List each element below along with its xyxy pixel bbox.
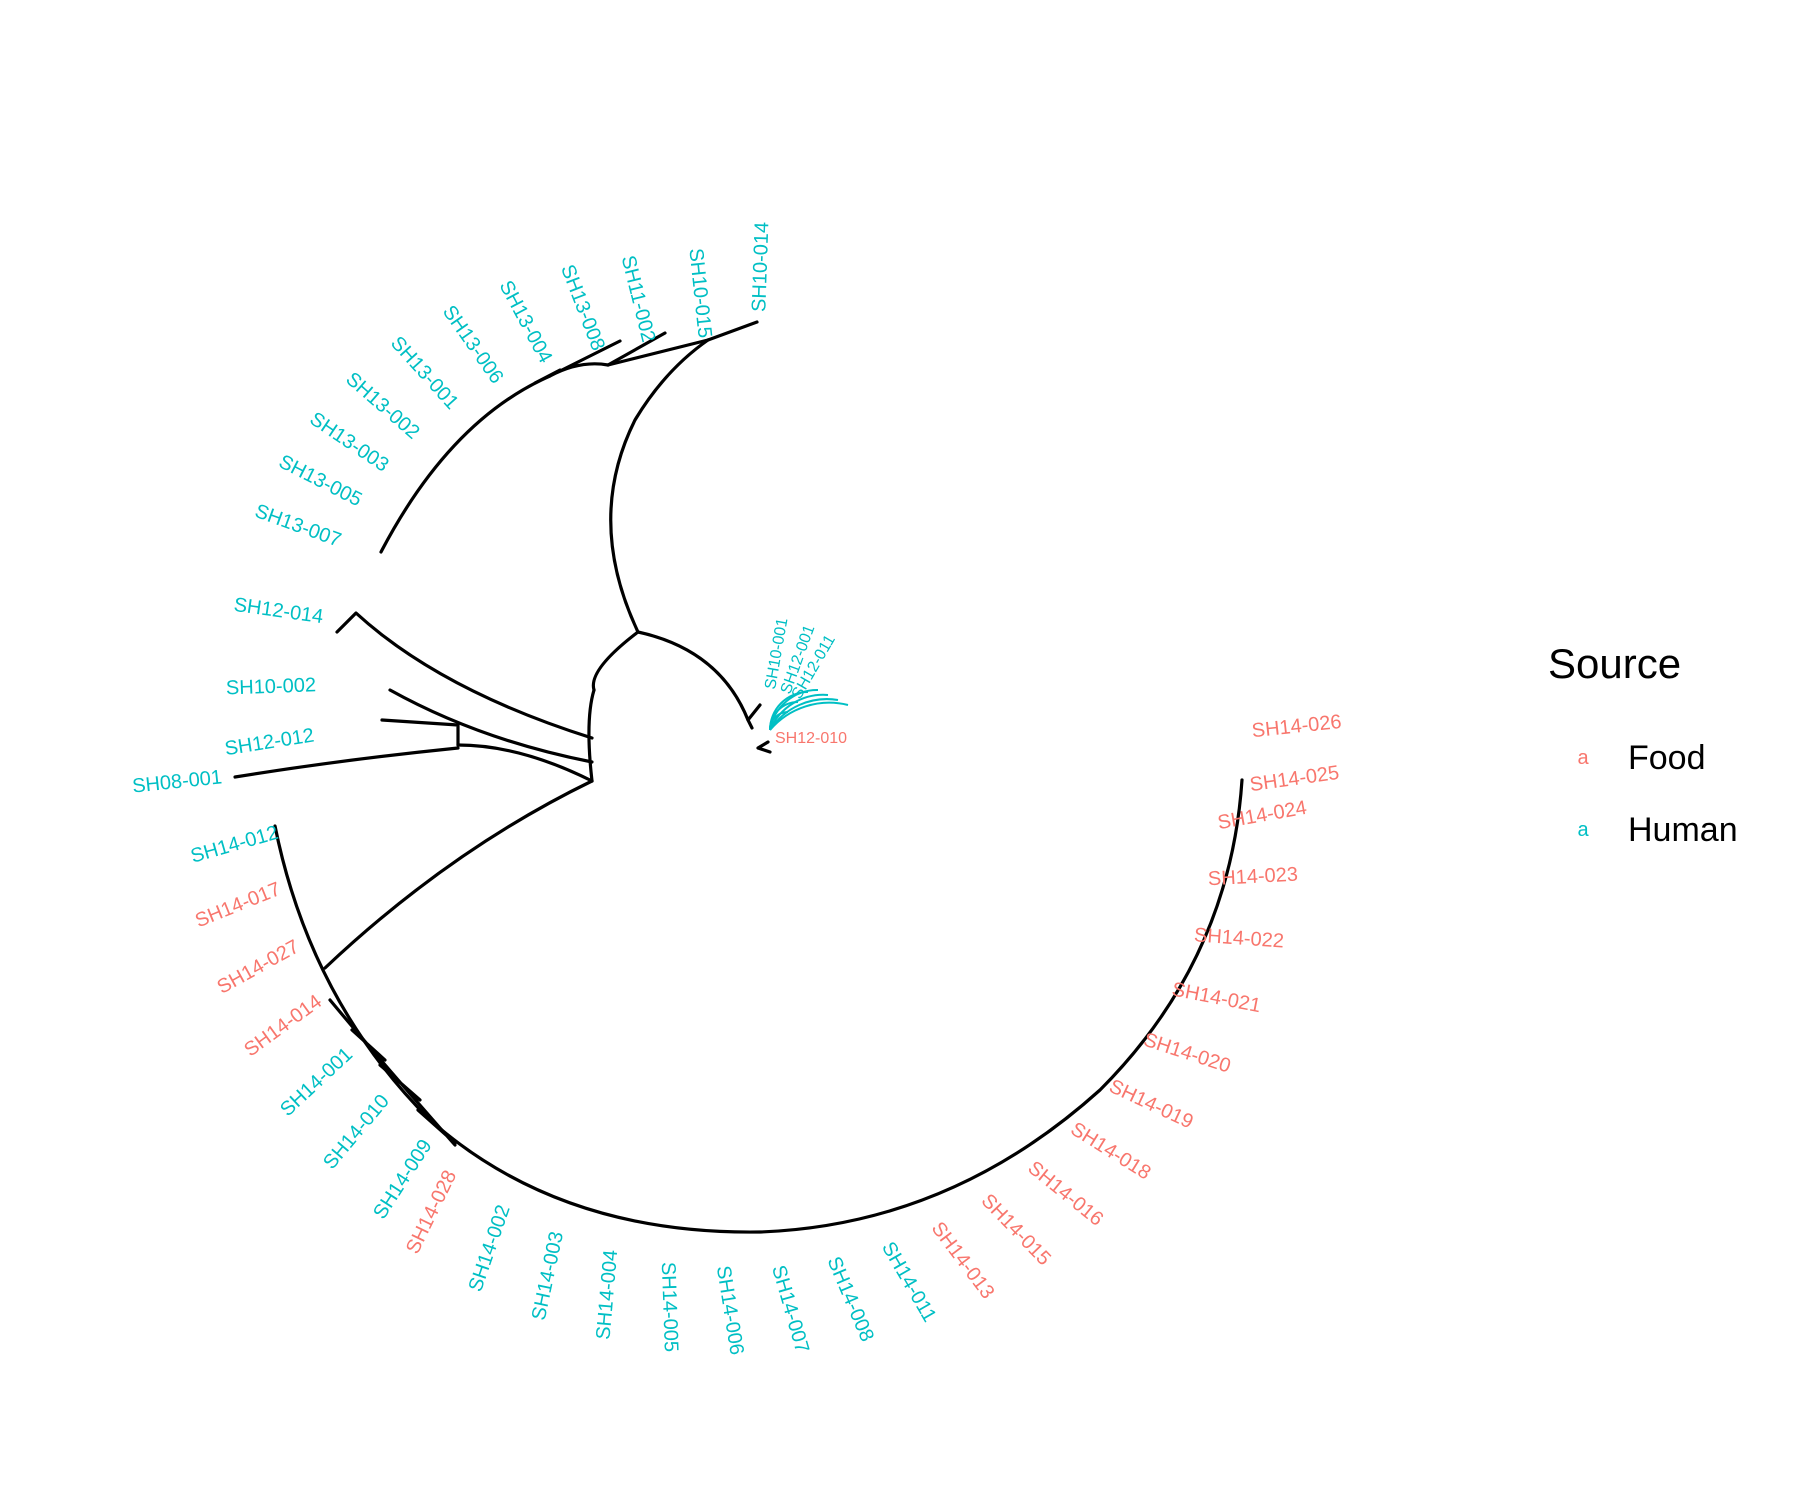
tip-label: SH14-016 — [1024, 1157, 1108, 1231]
tip-label: SH14-002 — [465, 1202, 515, 1294]
legend-label-human: Human — [1628, 810, 1738, 849]
tip-label: SH14-018 — [1067, 1118, 1155, 1184]
legend-key-food: a — [1577, 746, 1589, 769]
branch-sh13-arc — [379, 374, 552, 554]
branch-sh08-001 — [233, 746, 460, 779]
tip-label: SH12-012 — [223, 724, 315, 760]
branch-sh11-002 — [606, 331, 667, 367]
tip-label: SH14-007 — [767, 1263, 813, 1356]
branch-sh10-014 — [706, 320, 759, 342]
tip-label: SH14-025 — [1248, 762, 1340, 796]
tip-label: SH10-015 — [684, 247, 715, 339]
tip-label: SH13-006 — [438, 302, 508, 388]
tip-label: SH10-002 — [226, 674, 317, 699]
tip-label: SH14-013 — [927, 1218, 999, 1303]
branch-center-a — [746, 703, 772, 754]
tip-label: SH14-010 — [319, 1090, 394, 1173]
tip-label: SH14-008 — [823, 1253, 878, 1344]
tip-label: SH13-007 — [252, 500, 344, 551]
tip-label: SH10-014 — [748, 222, 773, 313]
center-label: SH12-010 — [775, 730, 847, 747]
tip-label: SH14-012 — [188, 822, 281, 868]
tip-label: SH13-001 — [386, 332, 463, 414]
tip-label: SH14-004 — [592, 1249, 622, 1341]
legend-label-food: Food — [1628, 738, 1706, 777]
legend-key-human: a — [1577, 818, 1589, 841]
branch-sh13-004 — [533, 368, 562, 385]
branch-sh10-002 — [388, 688, 594, 764]
tip-label: SH14-001 — [276, 1043, 357, 1121]
tip-label: SH14-023 — [1207, 864, 1298, 891]
branch-sh12-014 — [335, 611, 594, 740]
branch-node-to-upper — [591, 630, 640, 692]
tip-label: SH11-002 — [617, 253, 660, 344]
branch-sh14-inner — [328, 998, 457, 1147]
tree-branches — [233, 320, 1244, 1234]
tip-label: SH14-017 — [192, 878, 284, 932]
tip-label: SH14-014 — [240, 991, 326, 1062]
tip-labels: SH10-014 SH10-015 SH11-002SH13-008SH13-004… — [131, 222, 1342, 1357]
tip-label: SH14-024 — [1216, 797, 1309, 834]
legend-item-food: a Food — [1548, 722, 1788, 794]
tip-label: SH14-003 — [528, 1230, 568, 1323]
branch-root-to-lower — [323, 779, 594, 970]
tip-label: SH14-006 — [712, 1264, 748, 1356]
tip-label: SH13-004 — [495, 277, 557, 367]
branch-root-up — [587, 688, 596, 783]
branch-mid-upper — [380, 718, 460, 747]
branch-top-inner — [606, 338, 710, 367]
legend-title: Source — [1548, 640, 1682, 687]
tip-label: SH14-015 — [977, 1190, 1055, 1270]
tip-label: SH13-005 — [275, 451, 365, 511]
branch-mid-node — [456, 743, 594, 783]
tip-label: SH12-014 — [232, 594, 324, 628]
tip-label: SH14-026 — [1251, 711, 1343, 742]
branch-to-center-cluster — [636, 630, 750, 722]
tip-label: SH13-008 — [556, 262, 609, 354]
branch-upper-spine — [609, 338, 710, 634]
tip-label: SH14-019 — [1106, 1075, 1197, 1133]
tip-label: SH14-021 — [1170, 978, 1263, 1017]
tip-label: SH08-001 — [131, 766, 223, 797]
tip-label: SH14-027 — [214, 936, 303, 999]
tip-label: SH14-005 — [657, 1262, 682, 1353]
legend-item-human: a Human — [1548, 794, 1788, 866]
center-arcs — [769, 688, 849, 731]
center-cluster-labels: SH10-001 SH12-001 SH12-011 SH12-010 — [762, 617, 849, 747]
legend: Source a Food a Human — [1548, 640, 1788, 866]
tip-label: SH13-003 — [306, 408, 393, 477]
tip-label: SH14-011 — [877, 1238, 940, 1326]
tip-label: SH14-020 — [1141, 1029, 1233, 1078]
tip-label: SH14-022 — [1193, 924, 1284, 952]
